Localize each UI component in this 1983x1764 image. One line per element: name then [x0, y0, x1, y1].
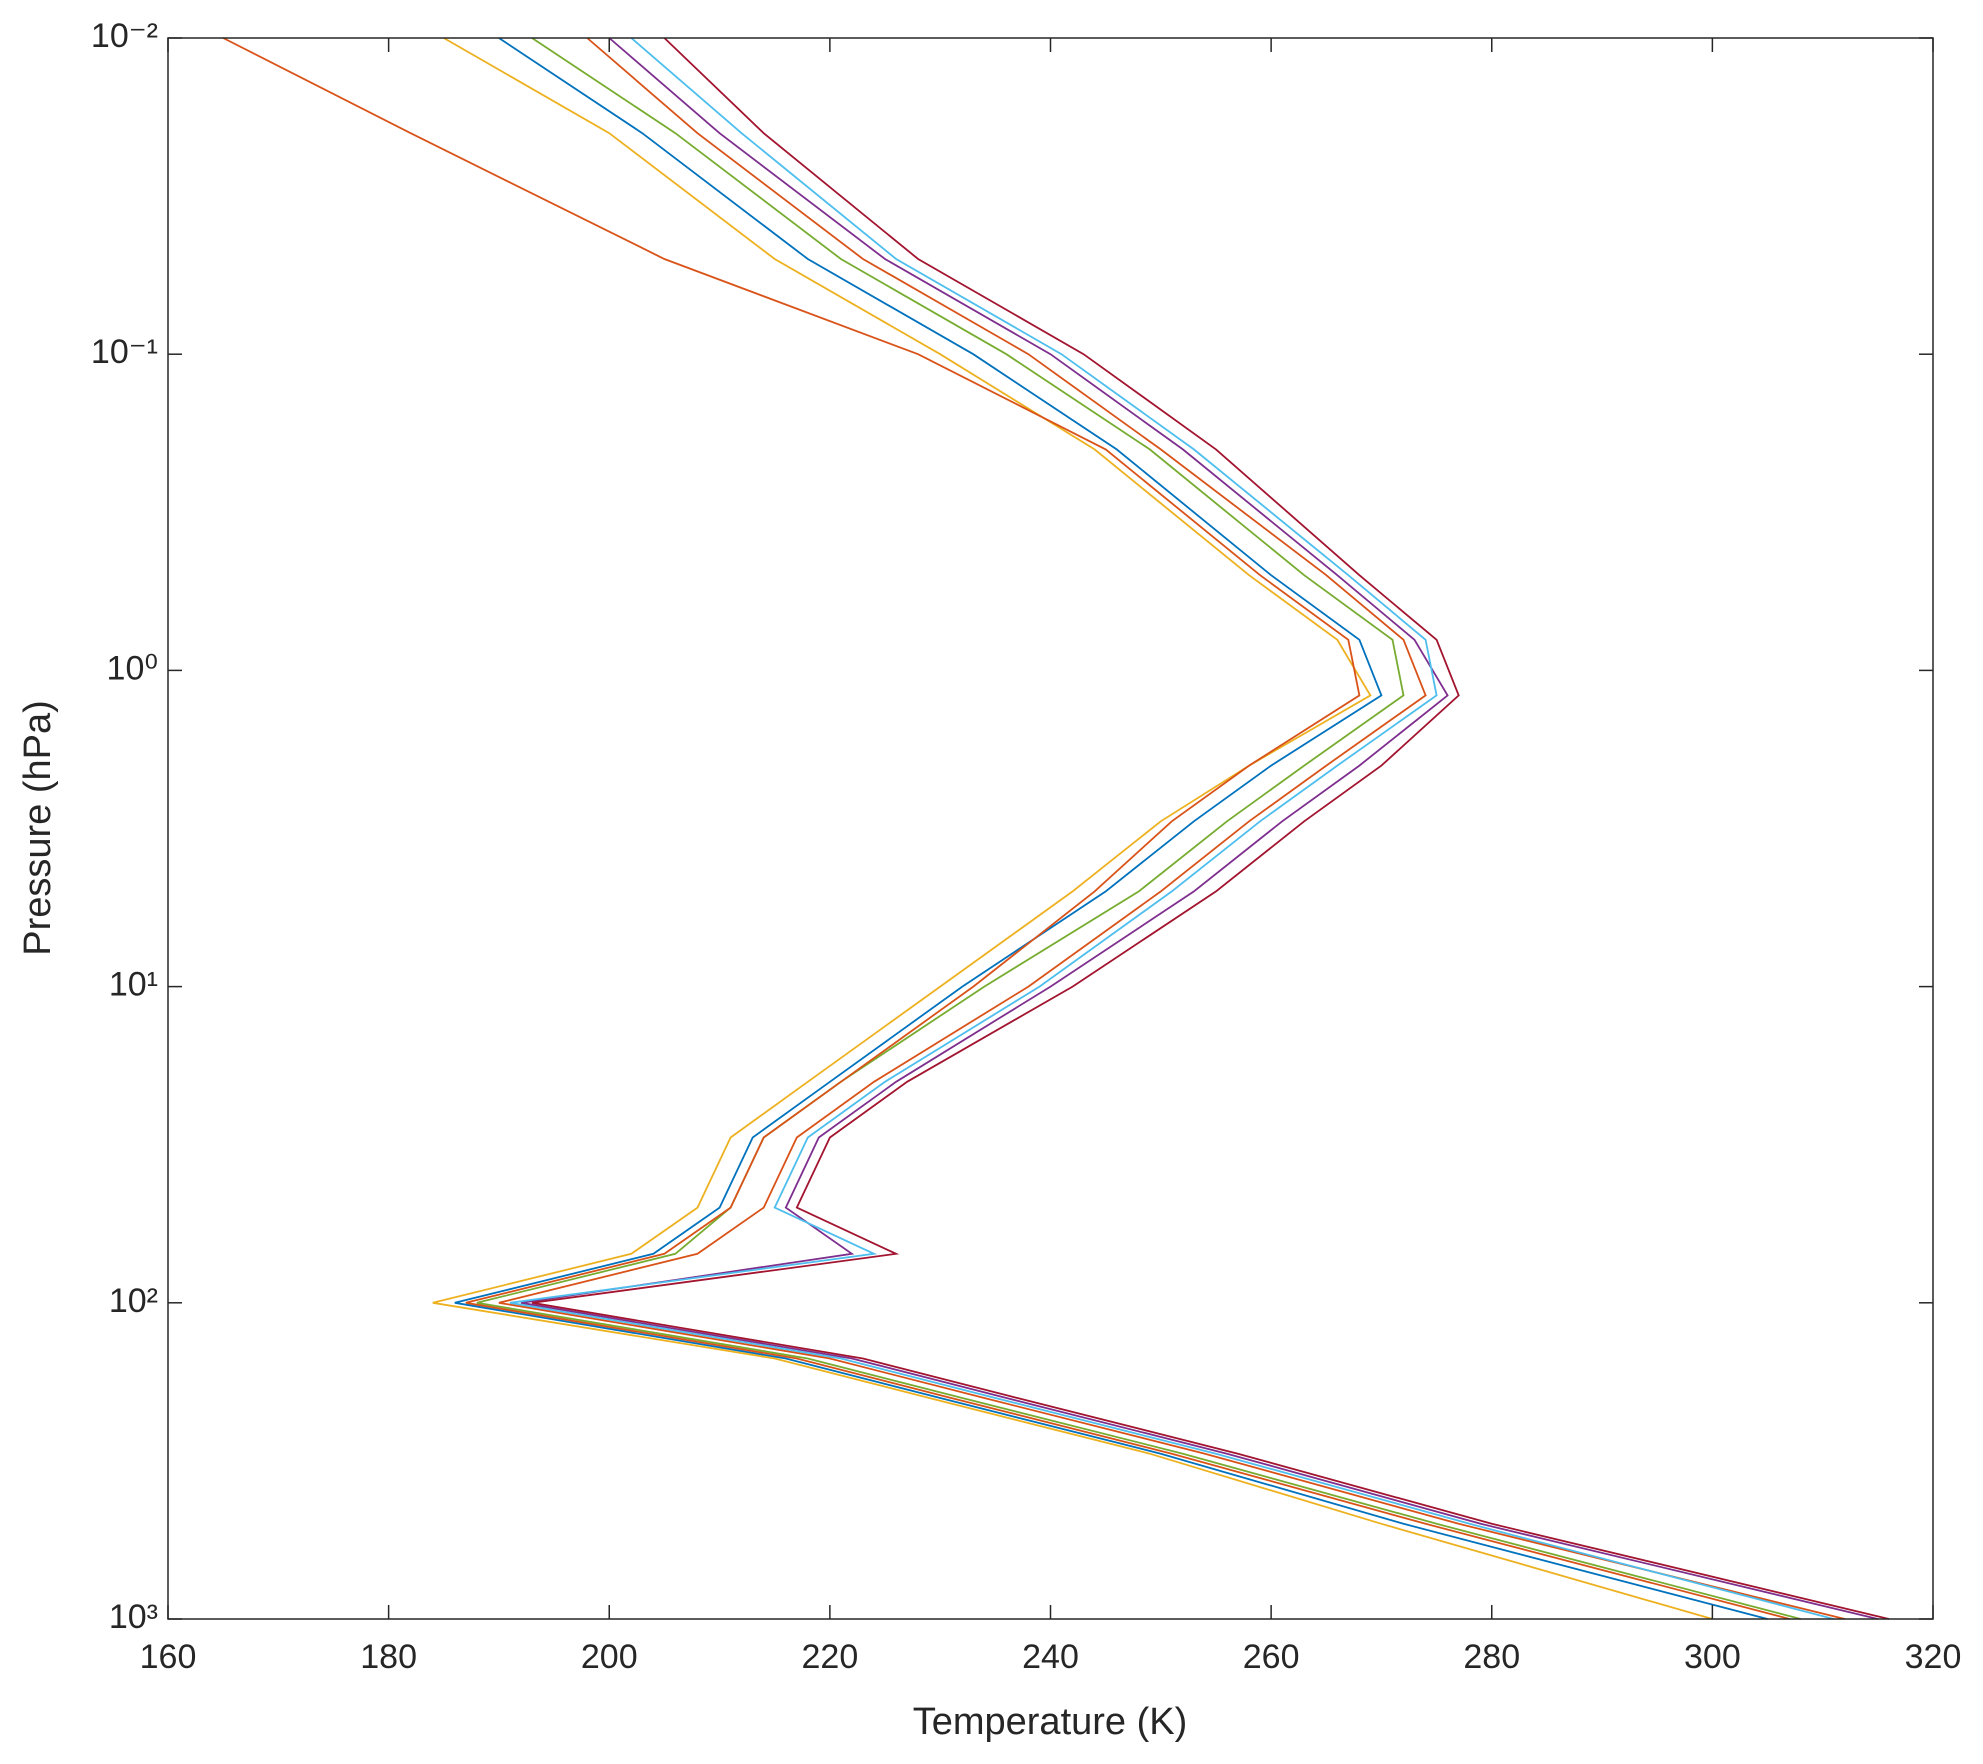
profile-line [432, 37, 1713, 1620]
y-tick-label: 10⁻² [91, 17, 158, 55]
y-tick-label: 10² [109, 1282, 158, 1320]
axes-box [167, 37, 1934, 1620]
x-tick-label: 240 [1022, 1638, 1079, 1676]
x-tick-label: 220 [802, 1638, 859, 1676]
y-tick-label: 10¹ [109, 966, 158, 1004]
profile-line [520, 37, 1879, 1620]
x-tick-label: 320 [1905, 1638, 1962, 1676]
x-axis-label: Temperature (K) [913, 1701, 1188, 1743]
y-axis-label: Pressure (hPa) [17, 700, 59, 956]
profile-line [222, 37, 1790, 1620]
x-tick-label: 280 [1463, 1638, 1520, 1676]
x-tick-label: 260 [1243, 1638, 1300, 1676]
x-tick-label: 300 [1684, 1638, 1741, 1676]
profile-line [454, 37, 1768, 1620]
x-tick-label: 200 [581, 1638, 638, 1676]
x-tick-label: 160 [140, 1638, 197, 1676]
profile-line [509, 37, 1834, 1620]
profile-line [476, 37, 1801, 1620]
y-tick-label: 10⁰ [107, 649, 158, 687]
y-tick-label: 10³ [109, 1598, 158, 1636]
profile-line [531, 37, 1890, 1620]
x-tick-label: 180 [360, 1638, 417, 1676]
profile-line [498, 37, 1846, 1620]
y-tick-label: 10⁻¹ [91, 333, 158, 371]
